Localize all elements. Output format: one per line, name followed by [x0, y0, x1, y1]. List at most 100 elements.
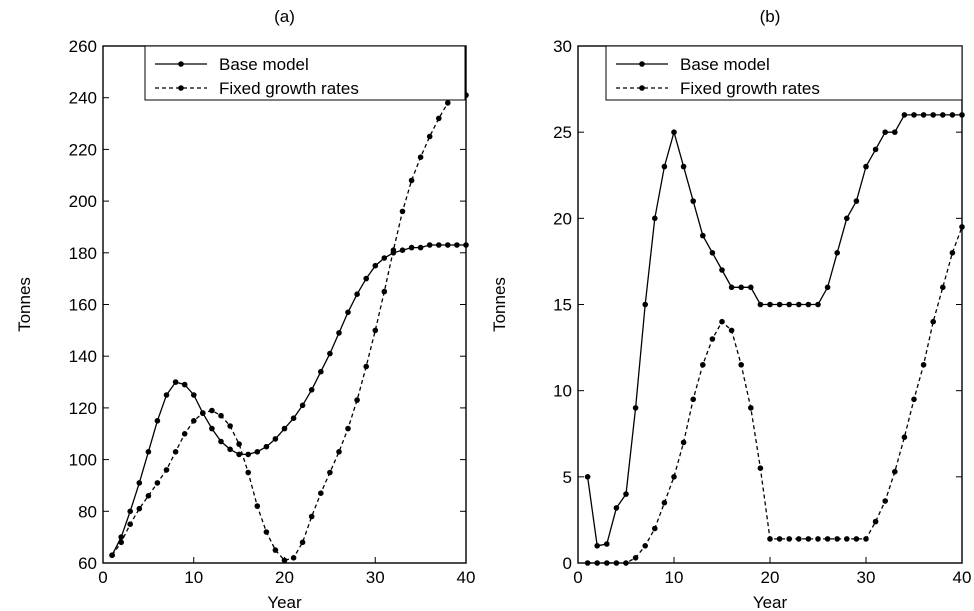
data-point [363, 275, 370, 282]
y-tick-label: 5 [563, 468, 572, 487]
legend-marker [639, 85, 645, 91]
data-point [623, 560, 629, 566]
legend: Base model Fixed growth rates [144, 45, 466, 101]
x-tick-label: 20 [275, 568, 294, 587]
data-point [757, 301, 764, 308]
x-tick-label: 0 [573, 568, 582, 587]
y-tick-label: 0 [563, 554, 572, 573]
data-point [281, 557, 288, 564]
data-point [399, 208, 406, 215]
data-point [263, 443, 270, 450]
data-point [959, 112, 965, 118]
data-point [767, 536, 773, 542]
data-point [445, 100, 451, 106]
data-point [345, 309, 351, 316]
data-point [776, 301, 783, 308]
data-point [949, 112, 956, 118]
data-point [254, 503, 261, 509]
chart-title: (a) [274, 7, 295, 26]
data-point [824, 284, 831, 291]
data-point [709, 336, 716, 342]
data-point [417, 154, 424, 160]
data-point [844, 215, 850, 222]
x-axis-label: Year [267, 593, 302, 611]
data-point [145, 449, 152, 455]
series-line-base-model [111, 244, 466, 556]
data-point [372, 327, 379, 334]
data-point [372, 262, 379, 269]
series-line-fixed-growth-rates [111, 94, 466, 562]
data-point [776, 536, 783, 542]
data-point [940, 284, 946, 291]
data-point [118, 539, 124, 546]
x-tick-label: 10 [665, 568, 684, 587]
data-point [642, 543, 648, 549]
data-point [680, 163, 687, 170]
data-point [680, 439, 687, 446]
data-point [767, 301, 773, 308]
data-point [136, 480, 143, 486]
legend-label: Base model [680, 55, 770, 74]
data-point [853, 536, 860, 542]
y-tick-label: 100 [69, 451, 97, 470]
data-point [463, 242, 469, 248]
data-point [728, 327, 735, 334]
data-point [844, 536, 850, 542]
legend-marker [178, 61, 184, 67]
data-point [181, 431, 188, 437]
y-axis-label: Tonnes [15, 277, 34, 332]
data-point [408, 177, 415, 184]
data-point [163, 467, 170, 473]
data-point [354, 291, 360, 298]
y-tick-label: 200 [69, 192, 97, 211]
data-point [949, 250, 956, 256]
data-point [748, 405, 754, 411]
data-point [327, 469, 333, 476]
data-point [172, 379, 179, 385]
data-point [272, 547, 279, 553]
data-point [417, 244, 424, 251]
y-tick-label: 120 [69, 399, 97, 418]
data-point [172, 449, 179, 455]
series-line-base-model [586, 114, 962, 547]
data-point [127, 508, 133, 515]
data-point [604, 541, 610, 547]
data-point [136, 505, 143, 512]
data-point [209, 407, 215, 414]
data-point [445, 242, 451, 248]
y-tick-label: 30 [553, 37, 572, 56]
data-point [661, 163, 668, 170]
data-point [882, 498, 888, 504]
y-axis-label: Tonnes [490, 277, 509, 332]
data-point [661, 499, 668, 506]
data-point [930, 112, 936, 118]
x-axis-label: Year [753, 593, 788, 611]
data-point [263, 529, 270, 535]
chart-title: (b) [760, 7, 781, 26]
data-point [436, 242, 442, 248]
data-point [796, 301, 802, 308]
data-point [652, 215, 658, 222]
data-point [336, 330, 342, 336]
data-point [200, 410, 206, 416]
data-point [719, 267, 725, 273]
data-point [363, 363, 370, 370]
data-point [163, 392, 170, 398]
data-point [318, 368, 324, 375]
data-point [154, 418, 161, 424]
data-point [748, 284, 754, 291]
data-point [901, 112, 908, 118]
legend-label: Fixed growth rates [680, 79, 820, 98]
data-point [920, 362, 927, 368]
x-tick-label: 20 [761, 568, 780, 587]
x-tick-label: 40 [457, 568, 476, 587]
data-point [652, 525, 658, 532]
data-point [690, 396, 696, 403]
chart-panel-b: 0 10 20 30 40 0 5 10 15 20 25 30 (b) Year Tonnes Base m… [490, 7, 971, 611]
data-point [863, 536, 869, 542]
data-point [454, 242, 460, 248]
data-point [632, 405, 639, 411]
y-tick-label: 25 [553, 123, 572, 142]
x-tick-label: 30 [857, 568, 876, 587]
